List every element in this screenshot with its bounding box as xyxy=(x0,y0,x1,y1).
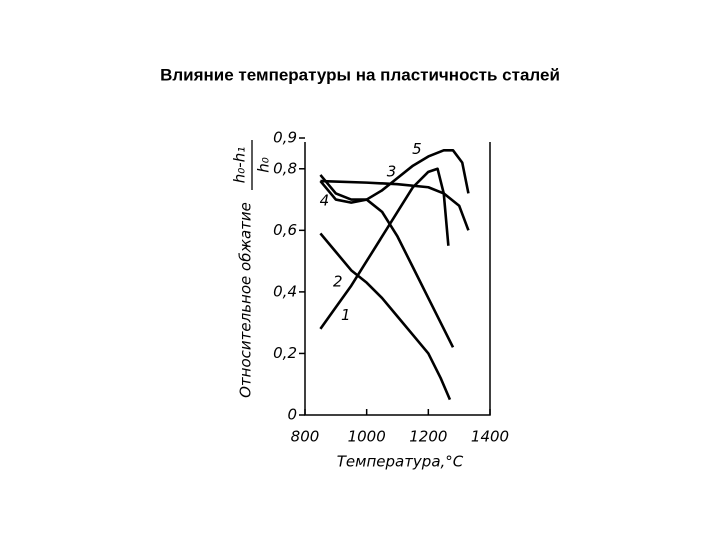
curve xyxy=(320,179,470,231)
x-tick-label: 1000 xyxy=(348,428,386,446)
x-tick-label: 1200 xyxy=(409,428,447,446)
y-tick-label: 0,4 xyxy=(273,282,297,300)
y-axis-label: Относительное обжатие xyxy=(237,202,255,398)
curve-label: 3 xyxy=(387,163,397,181)
curve-label: 2 xyxy=(333,272,343,290)
curve xyxy=(319,167,450,330)
y-tick-label: 0,8 xyxy=(273,159,297,177)
curve xyxy=(319,149,470,204)
axis-frame xyxy=(304,142,491,416)
chart-title: Влияние температуры на пластичность стал… xyxy=(160,65,560,84)
y-label-numerator: h₀-h₁ xyxy=(231,147,249,183)
y-tick-label: 0,6 xyxy=(273,221,297,239)
y-label-denominator: h₀ xyxy=(255,157,273,173)
y-tick-label: 0 xyxy=(287,406,297,424)
curve-label: 1 xyxy=(341,306,351,324)
x-tick-label: 1400 xyxy=(471,428,509,446)
curve xyxy=(319,232,452,401)
x-axis-label: Температура,°C xyxy=(337,453,464,471)
y-tick-label: 0,2 xyxy=(273,344,297,362)
curve xyxy=(319,174,455,348)
x-tick-label: 800 xyxy=(291,428,320,446)
curve-label: 5 xyxy=(412,140,422,158)
curve-label: 4 xyxy=(320,191,330,209)
y-tick-label: 0,9 xyxy=(273,129,297,147)
